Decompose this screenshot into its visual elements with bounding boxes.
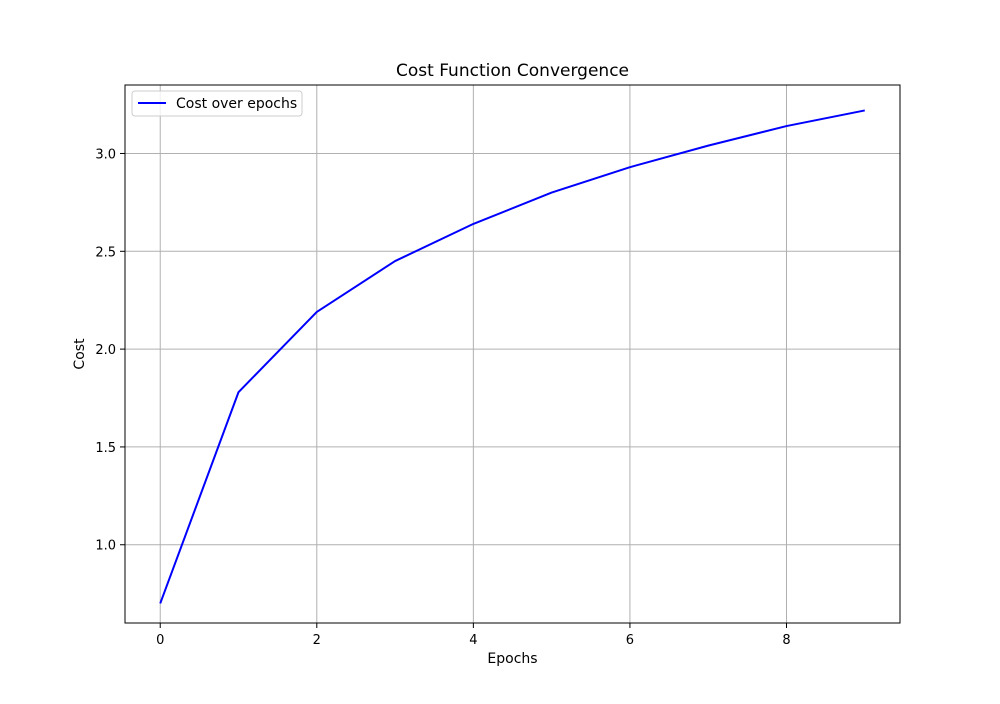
y-axis-ticks: 1.0 1.5 2.0 2.5 3.0 (95, 147, 125, 554)
x-tick-label: 6 (626, 633, 634, 648)
y-tick-label: 2.5 (95, 245, 116, 260)
series-layer (159, 109, 865, 604)
grid (125, 85, 900, 623)
axes-frame (124, 84, 901, 624)
series-line-cost (159, 109, 865, 604)
legend-label: Cost over epochs (176, 96, 297, 112)
legend-box (131, 90, 303, 117)
x-axis-label: Epochs (487, 651, 537, 667)
x-tick-label: 0 (156, 633, 164, 648)
y-tick-label: 3.0 (95, 147, 116, 162)
x-tick-label: 2 (313, 633, 321, 648)
y-axis-label: Cost (72, 338, 88, 370)
x-axis-ticks: 0 2 4 6 8 (156, 623, 791, 648)
x-tick-label: 8 (782, 633, 790, 648)
legend: Cost over epochs (131, 90, 303, 117)
chart-title: Cost Function Convergence (396, 61, 629, 81)
x-tick-label: 4 (469, 633, 477, 648)
y-tick-label: 1.5 (95, 441, 116, 456)
y-tick-label: 2.0 (95, 343, 116, 358)
y-tick-label: 1.0 (95, 539, 116, 554)
